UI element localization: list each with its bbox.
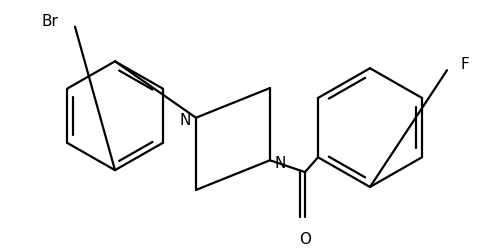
Text: Br: Br <box>41 14 58 29</box>
Text: N: N <box>180 113 191 128</box>
Text: O: O <box>299 232 311 246</box>
Text: F: F <box>460 56 469 72</box>
Text: N: N <box>274 155 285 170</box>
